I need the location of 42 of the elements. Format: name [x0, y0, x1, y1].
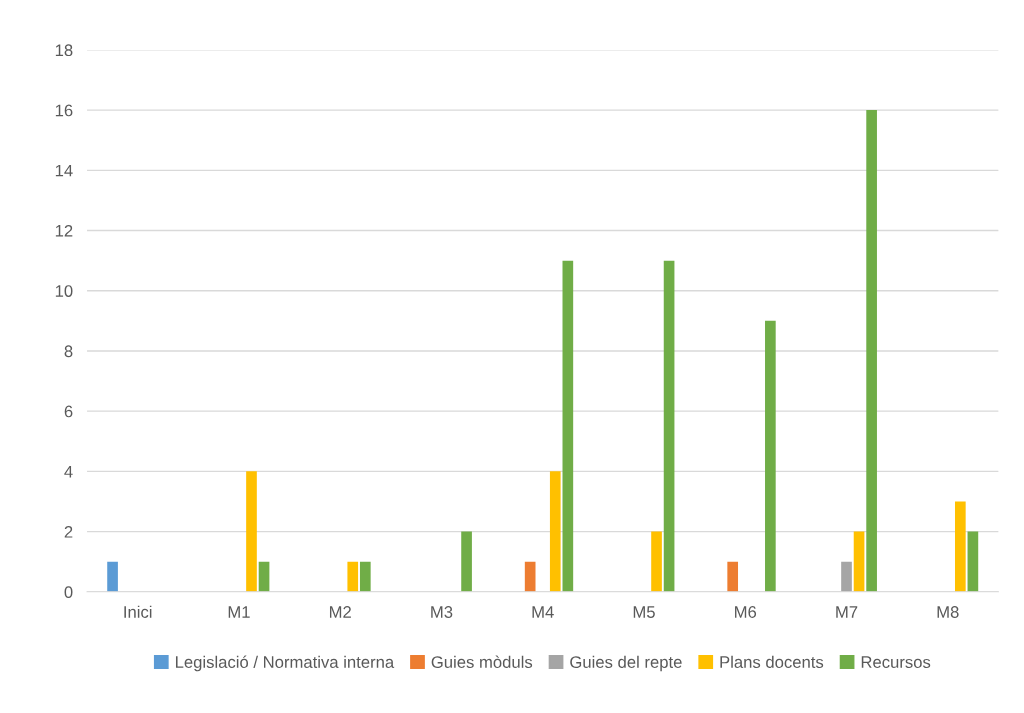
y-tick-label: 0: [64, 586, 73, 598]
x-tick-label: M4: [532, 606, 554, 618]
y-tick-label: 10: [55, 285, 73, 297]
bar: [866, 110, 877, 592]
y-tick-label: 12: [55, 224, 73, 237]
bar: [651, 531, 662, 592]
x-tick-label: M1: [228, 606, 250, 618]
x-tick-label: M8: [937, 606, 959, 618]
y-tick-label: 16: [55, 104, 73, 117]
legend-label: Guies del repte: [570, 655, 682, 672]
bar: [562, 260, 574, 592]
bar: [347, 561, 359, 592]
bar: [549, 471, 561, 592]
bar: [853, 531, 865, 592]
x-tick-label: M7: [836, 606, 858, 618]
bar: [663, 260, 675, 592]
bar: [107, 561, 118, 592]
y-tick-label: 4: [64, 465, 73, 478]
x-tick-label: M3: [431, 606, 453, 618]
y-tick-label: 8: [64, 345, 73, 358]
bar: [524, 561, 536, 592]
y-tick-label: 6: [64, 405, 73, 418]
x-tick-label: Inici: [124, 605, 152, 618]
legend-label: Recursos: [861, 656, 931, 668]
legend-label: Plans docents: [720, 655, 824, 668]
x-tick-label: M2: [329, 606, 351, 618]
bar: [461, 531, 472, 592]
bar: [967, 531, 979, 592]
legend-label: Guies mòduls: [431, 655, 533, 668]
legend-label: Legislació / Normativa interna: [175, 655, 395, 672]
bar: [359, 561, 371, 592]
bar: [765, 320, 776, 592]
bar: [258, 561, 270, 592]
y-tick-label: 18: [55, 44, 73, 57]
bar: [727, 561, 739, 592]
x-tick-label: M5: [633, 606, 655, 618]
bar: [246, 471, 257, 592]
bar: [841, 561, 852, 592]
y-tick-label: 2: [64, 525, 73, 538]
y-tick-label: 14: [55, 164, 73, 177]
x-tick-label: M6: [735, 606, 757, 618]
bar: [954, 501, 966, 592]
